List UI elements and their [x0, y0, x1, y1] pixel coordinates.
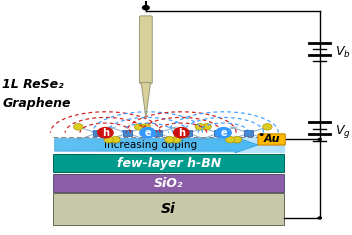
Bar	[233, 137, 239, 153]
Circle shape	[142, 5, 150, 11]
Bar	[53, 193, 284, 225]
Bar	[150, 137, 156, 153]
Circle shape	[195, 124, 205, 130]
Bar	[201, 137, 206, 153]
Text: e: e	[220, 128, 227, 138]
Bar	[123, 130, 132, 136]
Polygon shape	[141, 82, 151, 118]
Bar	[86, 137, 91, 153]
Bar	[257, 137, 262, 153]
Circle shape	[263, 124, 272, 130]
Bar	[214, 130, 223, 136]
Bar	[136, 137, 142, 153]
Bar	[159, 137, 165, 153]
Bar	[184, 130, 193, 136]
Bar	[182, 137, 188, 153]
Bar	[169, 137, 174, 153]
Circle shape	[141, 124, 151, 130]
Bar	[244, 130, 253, 136]
Bar	[247, 137, 252, 153]
Bar	[238, 137, 243, 153]
Bar	[261, 137, 266, 153]
Bar	[243, 137, 248, 153]
Circle shape	[139, 127, 156, 138]
Bar	[196, 137, 202, 153]
Text: 1L ReSe₂
Graphene: 1L ReSe₂ Graphene	[2, 78, 71, 110]
Bar	[53, 137, 58, 153]
Bar	[104, 137, 109, 153]
Circle shape	[165, 137, 174, 143]
Text: increasing doping: increasing doping	[103, 140, 197, 150]
Text: SiO₂: SiO₂	[154, 177, 183, 190]
Bar	[58, 137, 63, 153]
FancyBboxPatch shape	[258, 134, 285, 145]
Bar	[118, 137, 123, 153]
Bar	[192, 137, 197, 153]
Bar	[178, 137, 183, 153]
Bar	[210, 137, 215, 153]
Circle shape	[318, 138, 322, 141]
Bar	[76, 137, 81, 153]
Text: Au: Au	[263, 134, 280, 145]
Circle shape	[215, 127, 232, 138]
Bar	[93, 130, 101, 136]
Bar	[206, 137, 211, 153]
Bar	[62, 137, 68, 153]
Bar	[132, 137, 137, 153]
Bar	[229, 137, 234, 153]
Bar	[141, 137, 146, 153]
Bar	[279, 137, 285, 153]
Bar	[270, 137, 276, 153]
Bar	[220, 137, 225, 153]
Circle shape	[171, 137, 181, 143]
Bar	[127, 137, 132, 153]
Bar	[71, 137, 77, 153]
Text: e: e	[144, 128, 151, 138]
Bar	[173, 137, 178, 153]
Circle shape	[104, 137, 113, 143]
Bar	[122, 137, 128, 153]
Circle shape	[134, 124, 144, 130]
Bar	[99, 137, 105, 153]
Circle shape	[226, 137, 235, 143]
Text: few-layer h-BN: few-layer h-BN	[117, 157, 221, 170]
FancyBboxPatch shape	[139, 16, 152, 84]
Bar	[215, 137, 220, 153]
Bar	[113, 137, 118, 153]
Text: h: h	[102, 128, 109, 138]
Bar	[53, 154, 284, 172]
Circle shape	[202, 124, 211, 130]
Circle shape	[97, 127, 114, 138]
Circle shape	[74, 124, 83, 130]
Bar	[108, 137, 114, 153]
Bar	[224, 137, 230, 153]
Circle shape	[173, 127, 190, 138]
Bar	[90, 137, 95, 153]
Text: $V_g$: $V_g$	[335, 123, 351, 140]
Bar	[81, 137, 86, 153]
Text: Si: Si	[161, 202, 176, 216]
FancyArrow shape	[55, 137, 258, 153]
Circle shape	[232, 137, 242, 143]
Bar	[275, 137, 280, 153]
Circle shape	[111, 137, 120, 143]
Bar	[145, 137, 151, 153]
Bar	[53, 174, 284, 192]
Bar	[187, 137, 193, 153]
Text: $V_b$: $V_b$	[335, 45, 351, 60]
Text: h: h	[178, 128, 185, 138]
Bar	[153, 130, 162, 136]
Bar	[155, 137, 160, 153]
Bar	[164, 137, 169, 153]
Circle shape	[318, 216, 322, 219]
Bar	[252, 137, 257, 153]
Circle shape	[260, 133, 264, 136]
Bar	[67, 137, 72, 153]
Bar	[266, 137, 271, 153]
Bar	[95, 137, 100, 153]
